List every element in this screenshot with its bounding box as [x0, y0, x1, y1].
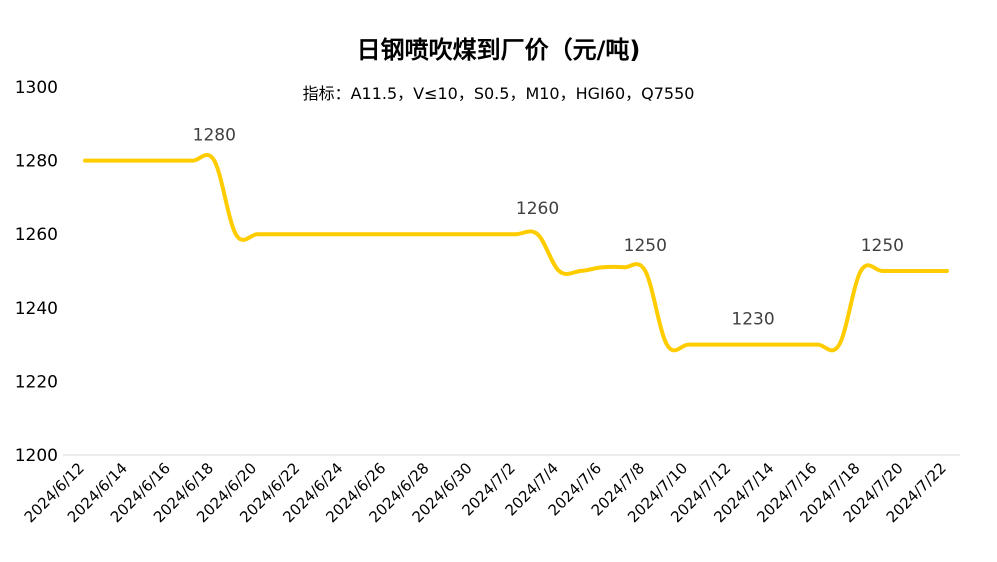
chart-subtitle: 指标：A11.5，V≤10，S0.5，M10，HGI60，Q7550	[302, 84, 695, 103]
data-label: 1280	[193, 126, 236, 146]
data-label: 1250	[861, 236, 904, 256]
data-label: 1230	[731, 310, 774, 330]
y-tick-label: 1240	[15, 299, 58, 319]
y-tick-label: 1200	[15, 446, 58, 466]
chart-title: 日钢喷吹煤到厂价（元/吨)	[356, 36, 641, 64]
data-label: 1260	[516, 199, 559, 219]
data-label: 1250	[624, 236, 667, 256]
series-line	[83, 152, 949, 353]
y-tick-label: 1260	[15, 225, 58, 245]
y-tick-label: 1280	[15, 152, 58, 172]
y-tick-label: 1220	[15, 372, 58, 392]
y-tick-label: 1300	[15, 78, 58, 98]
